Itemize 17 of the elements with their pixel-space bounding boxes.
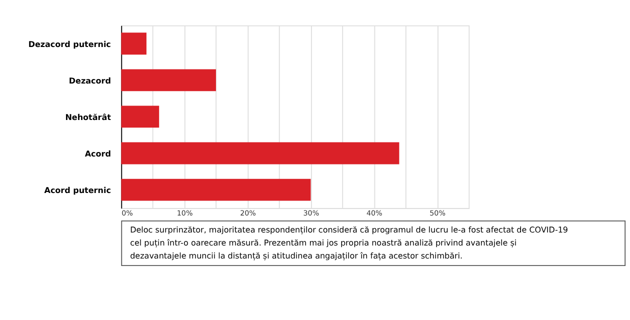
x-tick-label: 50% (430, 208, 446, 218)
y-tick-label: Dezacord puternic (28, 40, 112, 49)
x-tick-label: 30% (303, 208, 320, 218)
bar (121, 142, 400, 164)
y-tick-label: Dezacord (68, 76, 112, 86)
x-tick-label: 40% (366, 208, 383, 218)
text: Deloc surprinzător, majoritatea respondenților consideră că programul de lucru le-a fost afectat de COVID-19 cel puțin într-o oarecare măsură. Prezentăm mai jos propria noastră analiză privind avantajele și dezavantajele muncii la distanță și atitudinea angajaților în fața acestor schimbări. (130, 225, 568, 261)
bar (121, 178, 311, 201)
y-tick-label: Acord (84, 149, 112, 158)
y-tick-label: Nehotărât (65, 112, 112, 122)
x-tick-label: 20% (240, 208, 256, 218)
x-tick-label: 10% (176, 208, 193, 218)
y-tick-label: Acord puternic (44, 186, 112, 195)
bar (121, 106, 160, 128)
bar (121, 69, 216, 92)
bar (121, 32, 146, 55)
x-tick-label: 0% (122, 208, 134, 218)
